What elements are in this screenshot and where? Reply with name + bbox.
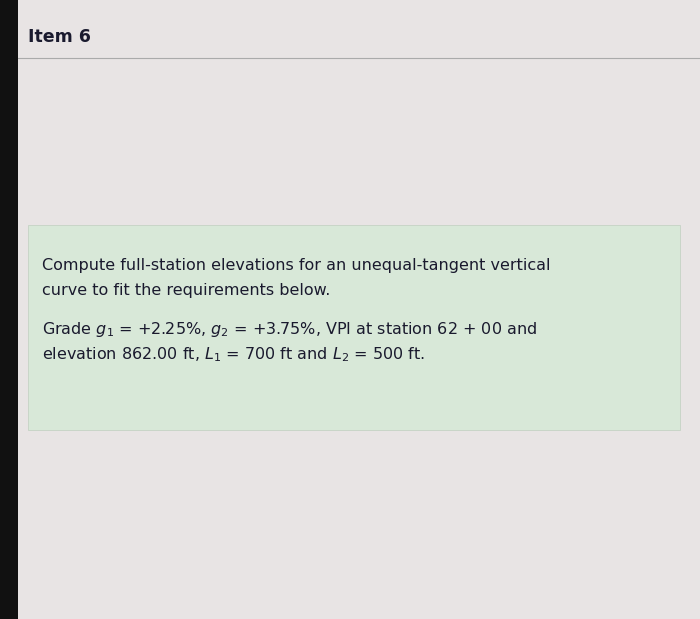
Text: elevation 862.00 ft, $L_1$ = 700 ft and $L_2$ = 500 ft.: elevation 862.00 ft, $L_1$ = 700 ft and … (42, 345, 425, 364)
Bar (0, 0, 18, 619)
Text: Compute full-station elevations for an unequal-tangent vertical: Compute full-station elevations for an u… (42, 258, 550, 273)
Text: Grade $g_1$ = +2.25%, $g_2$ = +3.75%, VPI at station 62 + 00 and: Grade $g_1$ = +2.25%, $g_2$ = +3.75%, VP… (42, 320, 537, 339)
Bar (28, 225, 680, 430)
Text: Item 6: Item 6 (28, 28, 91, 46)
Text: curve to fit the requirements below.: curve to fit the requirements below. (42, 283, 330, 298)
